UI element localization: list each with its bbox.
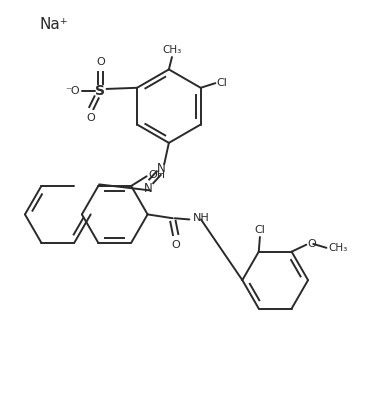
Text: ⁻O: ⁻O (66, 86, 80, 96)
Text: O: O (308, 239, 317, 249)
Text: O: O (171, 240, 180, 249)
Text: CH₃: CH₃ (328, 243, 348, 253)
Text: Cl: Cl (216, 78, 227, 88)
Text: OH: OH (148, 170, 165, 180)
Text: O: O (86, 113, 95, 123)
Text: NH: NH (193, 213, 210, 223)
Text: Cl: Cl (255, 225, 265, 236)
Text: N: N (157, 162, 166, 175)
Text: S: S (95, 84, 105, 98)
Text: CH₃: CH₃ (162, 45, 182, 55)
Text: Na⁺: Na⁺ (39, 17, 68, 32)
Text: N: N (144, 182, 152, 195)
Text: O: O (96, 57, 105, 67)
